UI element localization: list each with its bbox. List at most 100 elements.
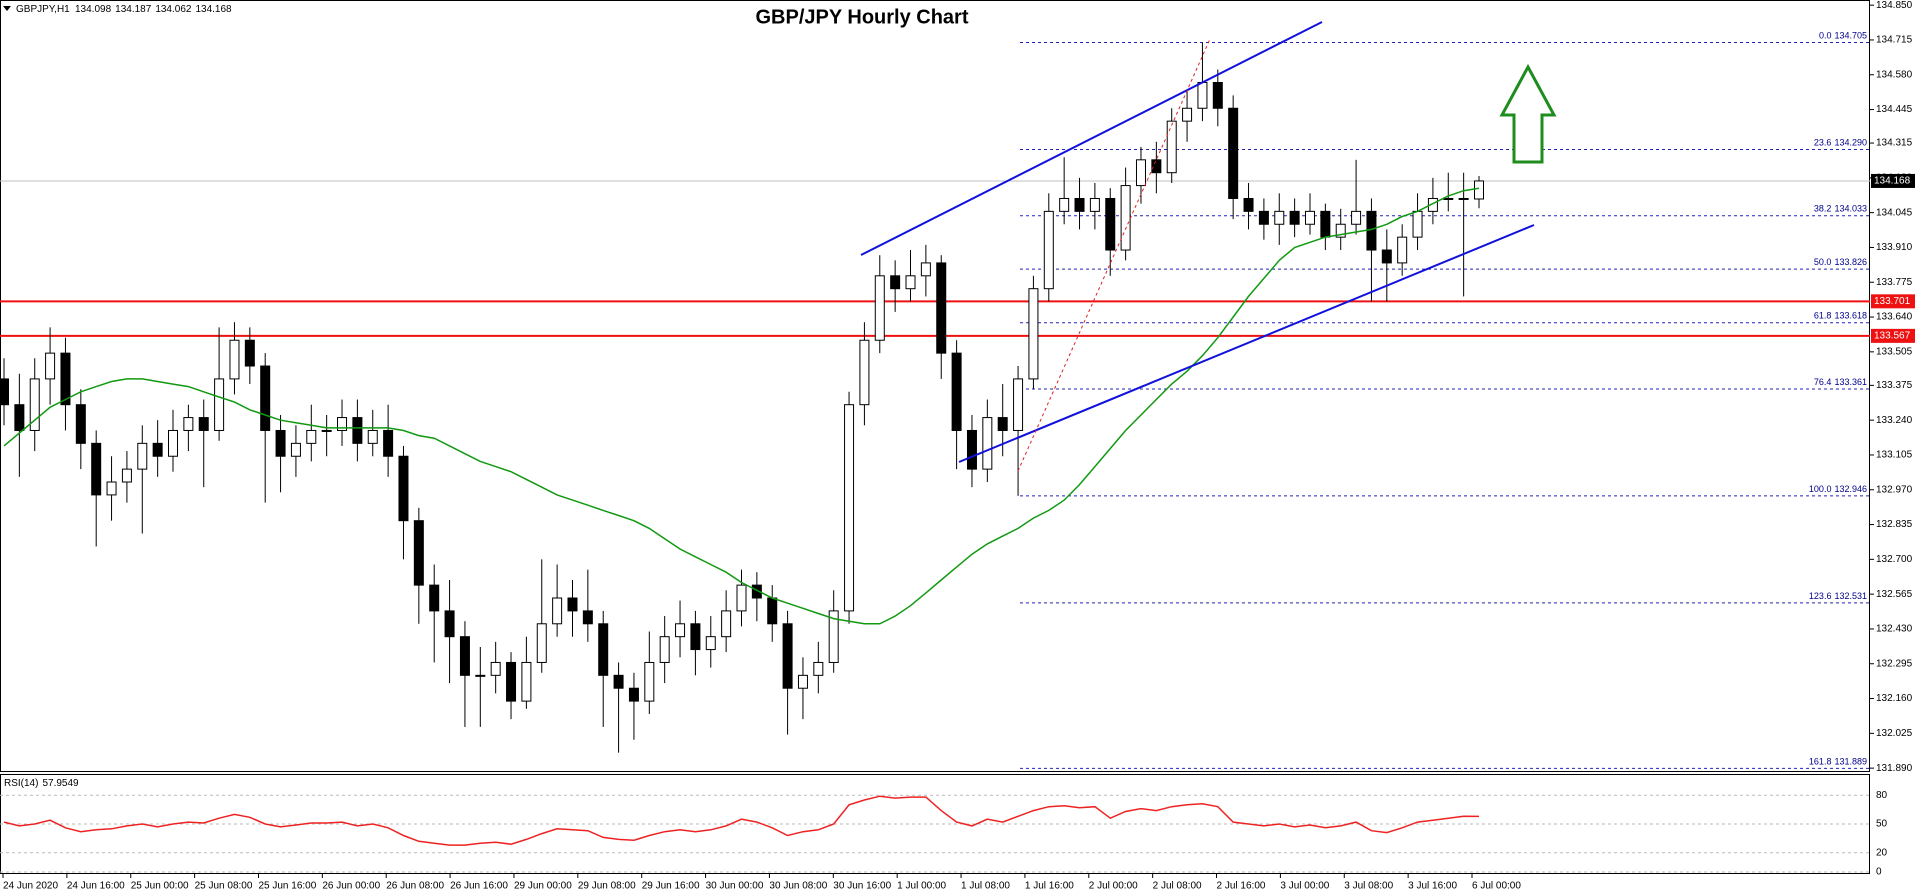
fib-diagonal [1017, 38, 1211, 472]
candle-body [168, 429, 179, 457]
candle-body [690, 623, 701, 651]
x-tick-label: 29 Jun 00:00 [514, 881, 572, 892]
rsi-tick-label: 20 [1876, 847, 1888, 858]
fib-level: 38.2 [1814, 204, 1832, 214]
fib-price: 134.290 [1834, 138, 1867, 148]
candle-body [828, 610, 839, 663]
y-tick-label: 133.375 [1876, 380, 1913, 391]
candle-body [290, 442, 301, 457]
x-tick-label: 25 Jun 00:00 [131, 881, 189, 892]
candle-body [675, 623, 686, 638]
candle-body [552, 597, 563, 625]
rsi-value: 57.9549 [42, 778, 79, 789]
x-tick-label: 30 Jun 16:00 [833, 881, 891, 892]
candle-body [91, 442, 102, 496]
open: 134.098 [75, 4, 112, 15]
y-tick-label: 132.835 [1876, 519, 1913, 530]
fib-label: 161.8 131.889 [1809, 757, 1867, 767]
candle-body [1243, 197, 1254, 212]
candle-body [337, 417, 348, 431]
candle-body [367, 429, 378, 444]
candle-body [751, 584, 762, 599]
x-tick-label: 2 Jul 08:00 [1153, 881, 1202, 892]
symbol: GBPJPY,H1 [16, 4, 70, 15]
x-tick-label: 30 Jun 00:00 [706, 881, 764, 892]
y-tick-label: 134.445 [1876, 104, 1913, 115]
candle-body [1443, 197, 1454, 200]
fib-label: 100.0 132.946 [1809, 484, 1867, 494]
candle-body [997, 417, 1008, 431]
candle-body [859, 339, 870, 406]
fib-label: 0.0 134.705 [1819, 31, 1867, 41]
candle-body [797, 674, 808, 689]
candle-body [506, 661, 517, 702]
candle-body [398, 455, 409, 522]
candle-body [844, 404, 855, 612]
fib-label: 76.4 133.361 [1814, 377, 1867, 387]
candle-body [1274, 210, 1285, 225]
candle-body [1228, 107, 1239, 199]
candle-body [490, 661, 501, 676]
fib-label: 123.6 132.531 [1809, 591, 1867, 601]
y-tick-label: 133.105 [1876, 450, 1913, 461]
trend-line [860, 21, 1323, 256]
candle-body [14, 404, 25, 431]
candle-body [214, 378, 225, 431]
candle-body [29, 378, 40, 431]
candle-body [1335, 223, 1346, 238]
candle-body [1412, 210, 1423, 238]
candle-body [1089, 197, 1100, 212]
candle-body [183, 417, 194, 431]
candle-body [1212, 81, 1223, 109]
fib-price: 133.361 [1834, 377, 1867, 387]
candle-body [1458, 197, 1469, 200]
candle-body [429, 584, 440, 612]
candle-body [644, 661, 655, 702]
fib-level: 76.4 [1814, 377, 1832, 387]
y-tick-label: 134.045 [1876, 207, 1913, 218]
candle-body [905, 275, 916, 290]
candle-body [413, 520, 424, 586]
y-tick-label: 133.240 [1876, 415, 1913, 426]
x-tick-label: 1 Jul 08:00 [961, 881, 1010, 892]
candle-body [306, 429, 317, 444]
y-tick-label: 134.715 [1876, 35, 1913, 46]
rsi-name: RSI(14) [4, 778, 38, 789]
candle-body [475, 674, 486, 677]
menu-icon [3, 6, 11, 11]
candle-body [982, 417, 993, 470]
fib-level: 23.6 [1814, 138, 1832, 148]
fib-price: 132.531 [1834, 591, 1867, 601]
x-tick-label: 29 Jun 08:00 [578, 881, 636, 892]
x-tick-label: 25 Jun 08:00 [195, 881, 253, 892]
candle-body [613, 674, 624, 689]
candle-body [1135, 159, 1146, 187]
candle-body [152, 442, 163, 457]
candle-body [536, 623, 547, 663]
candle-body [1381, 249, 1392, 264]
fib-price: 133.618 [1834, 311, 1867, 321]
candle-body [598, 623, 609, 676]
candle-body [137, 442, 148, 470]
fib-price: 134.705 [1834, 31, 1867, 41]
candle-body [459, 636, 470, 676]
candle-body [1151, 159, 1162, 174]
candle-body [705, 636, 716, 651]
candle-body [1427, 197, 1438, 212]
fib-price: 131.889 [1834, 757, 1867, 767]
y-tick-label: 133.910 [1876, 242, 1913, 253]
fib-label: 61.8 133.618 [1814, 311, 1867, 321]
candle-body [1474, 180, 1484, 200]
rsi-tick-label: 0 [1876, 867, 1882, 878]
candle-body [659, 636, 670, 663]
candle-body [582, 610, 593, 625]
candle-body [444, 610, 455, 638]
candle-body [1320, 210, 1331, 238]
y-tick-label: 131.890 [1876, 763, 1913, 774]
candle-body [1059, 197, 1070, 212]
candle-body [1304, 210, 1315, 225]
candle-body [521, 661, 532, 702]
rsi-tick-label: 50 [1876, 819, 1888, 830]
candle-body [966, 429, 977, 470]
candle-body [352, 417, 363, 444]
